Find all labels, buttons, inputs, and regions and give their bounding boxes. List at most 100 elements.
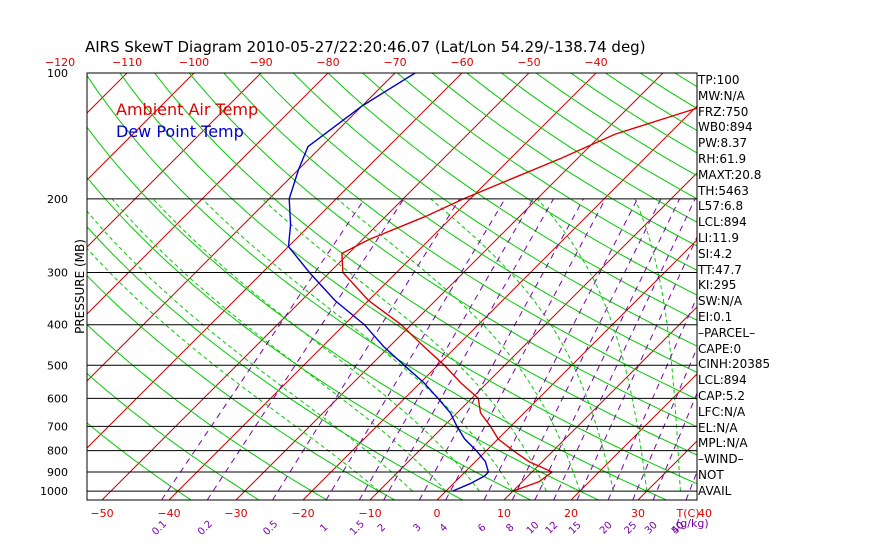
top-temp-tick-label: −100 [179,56,209,69]
moist-adiabat-line [430,198,614,492]
mixing-ratio-line [161,198,365,500]
mixing-ratio-line [418,198,584,500]
mixing-ratio-line [383,198,554,500]
stat-item: RH:61.9 [698,152,747,166]
bottom-temp-tick-label: −20 [291,507,314,520]
mixing-ratio-line [325,198,506,500]
mixing-ratio-label: 2 [376,522,388,534]
bottom-temp-tick-label: 20 [564,507,578,520]
top-temp-tick-label: −110 [112,56,142,69]
bottom-temp-tick-label: −50 [90,507,113,520]
stat-item: SI:4.2 [698,246,733,261]
pressure-tick-label: 800 [47,445,68,458]
mixing-ratio-label: 8 [504,522,516,534]
isotherm-line [436,239,697,500]
dry-adiabat-line [154,73,697,456]
stat-item: LCL:894 [698,215,747,230]
isotherm-line [570,373,697,500]
mixing-ratio-label: 20 [598,520,615,537]
dry-adiabat-line [848,73,870,500]
pressure-tick-label: 1000 [40,485,68,498]
mixing-ratio-line [534,198,680,500]
dry-adiabat-line [466,73,697,223]
moist-adiabat-line [261,198,547,492]
dew-point-temp-line [287,73,490,492]
isotherm-line [87,73,329,315]
stat-item: CAP:5.2 [698,389,745,403]
isotherm-line [87,73,262,248]
isotherm-line [101,73,530,500]
moist-adiabat-line [111,198,447,492]
dry-adiabat-line [501,73,697,200]
top-temp-tick-label: −60 [450,56,473,69]
stat-item: CAPE:0 [698,341,742,356]
isotherm-line [637,440,697,500]
top-temp-tick-label: −40 [584,56,607,69]
mixing-ratio-label: 0.2 [196,519,215,538]
mixing-ratio-label: 10 [525,520,542,537]
chart-title: AIRS SkewT Diagram 2010-05-27/22:20:46.0… [85,38,646,56]
stat-item: MAXT:20.8 [698,167,762,182]
isotherm-line [0,73,60,500]
mixing-ratio-label: 1.5 [348,519,367,538]
dry-adiabat-line [431,73,697,247]
pressure-tick-label: 500 [47,359,68,372]
dry-adiabat-line [87,274,396,500]
stat-item: NOT [698,468,724,482]
mixing-ratio-line [576,235,697,500]
dry-adiabat-line [327,73,697,321]
dry-adiabat-line [396,73,697,271]
bottom-temp-tick-label: 10 [497,507,511,520]
top-temp-tick-label: −80 [316,56,339,69]
pressure-tick-label: 600 [47,392,68,405]
stat-item: WB0:894 [698,120,753,135]
bottom-temp-tick-label: −30 [224,507,247,520]
isotherm-line [302,105,697,500]
moist-adiabat-line [152,198,480,492]
pressure-tick-label: 100 [47,67,68,80]
pressure-tick-label: 700 [47,420,68,433]
stat-item: PW:8.37 [698,136,748,151]
stat-item: –WIND– [698,452,744,467]
mixing-ratio-label: 3 [411,522,423,534]
dry-adiabat-line [744,73,870,500]
dry-adiabat-line [119,73,697,485]
top-temp-tick-label: −90 [249,56,272,69]
stat-item: SW:N/A [698,294,743,309]
mixing-ratio-label: 25 [623,520,640,537]
dry-adiabat-line [87,372,260,500]
moist-adiabat-line [201,198,514,492]
pressure-tick-label: 400 [47,319,68,332]
stat-item: MW:N/A [698,88,745,103]
mixing-ratio-label: 0.1 [150,519,169,538]
stat-item: L57:6.8 [698,199,744,214]
dry-adiabat-line [814,73,870,500]
bottom-temp-tick-label: −10 [358,507,381,520]
stat-item: LFC:N/A [698,404,746,419]
top-temp-tick-label: −120 [45,56,75,69]
stat-item: TT:47.7 [698,262,742,277]
dry-adiabat-line [362,73,697,296]
mixing-ratio-line [206,198,405,500]
stat-item: LCL:894 [698,373,747,388]
dry-adiabat-line [87,323,328,500]
dry-adiabat-line [188,73,697,428]
stat-item: MPL:N/A [698,436,748,451]
stat-item: EI:0.1 [698,310,733,324]
dry-adiabat-line [87,126,599,500]
mixing-ratio-label: 1 [318,522,330,534]
isotherm-line [87,73,195,181]
legend-dew-point-temp: Dew Point Temp [116,122,244,141]
stat-item: EL:N/A [698,420,738,435]
mixing-ratio-label: 15 [567,520,584,537]
x-unit-label: T(C) [676,507,700,520]
top-temp-tick-label: −70 [383,56,406,69]
dry-adiabat-line [87,74,667,500]
dry-adiabat-line [292,73,697,347]
dry-adiabat-line [87,226,463,500]
stat-item: TH:5463 [698,183,749,198]
isotherm-line [87,73,396,382]
dry-adiabat-line [258,73,697,373]
bottom-temp-tick-label: 40 [698,507,712,520]
